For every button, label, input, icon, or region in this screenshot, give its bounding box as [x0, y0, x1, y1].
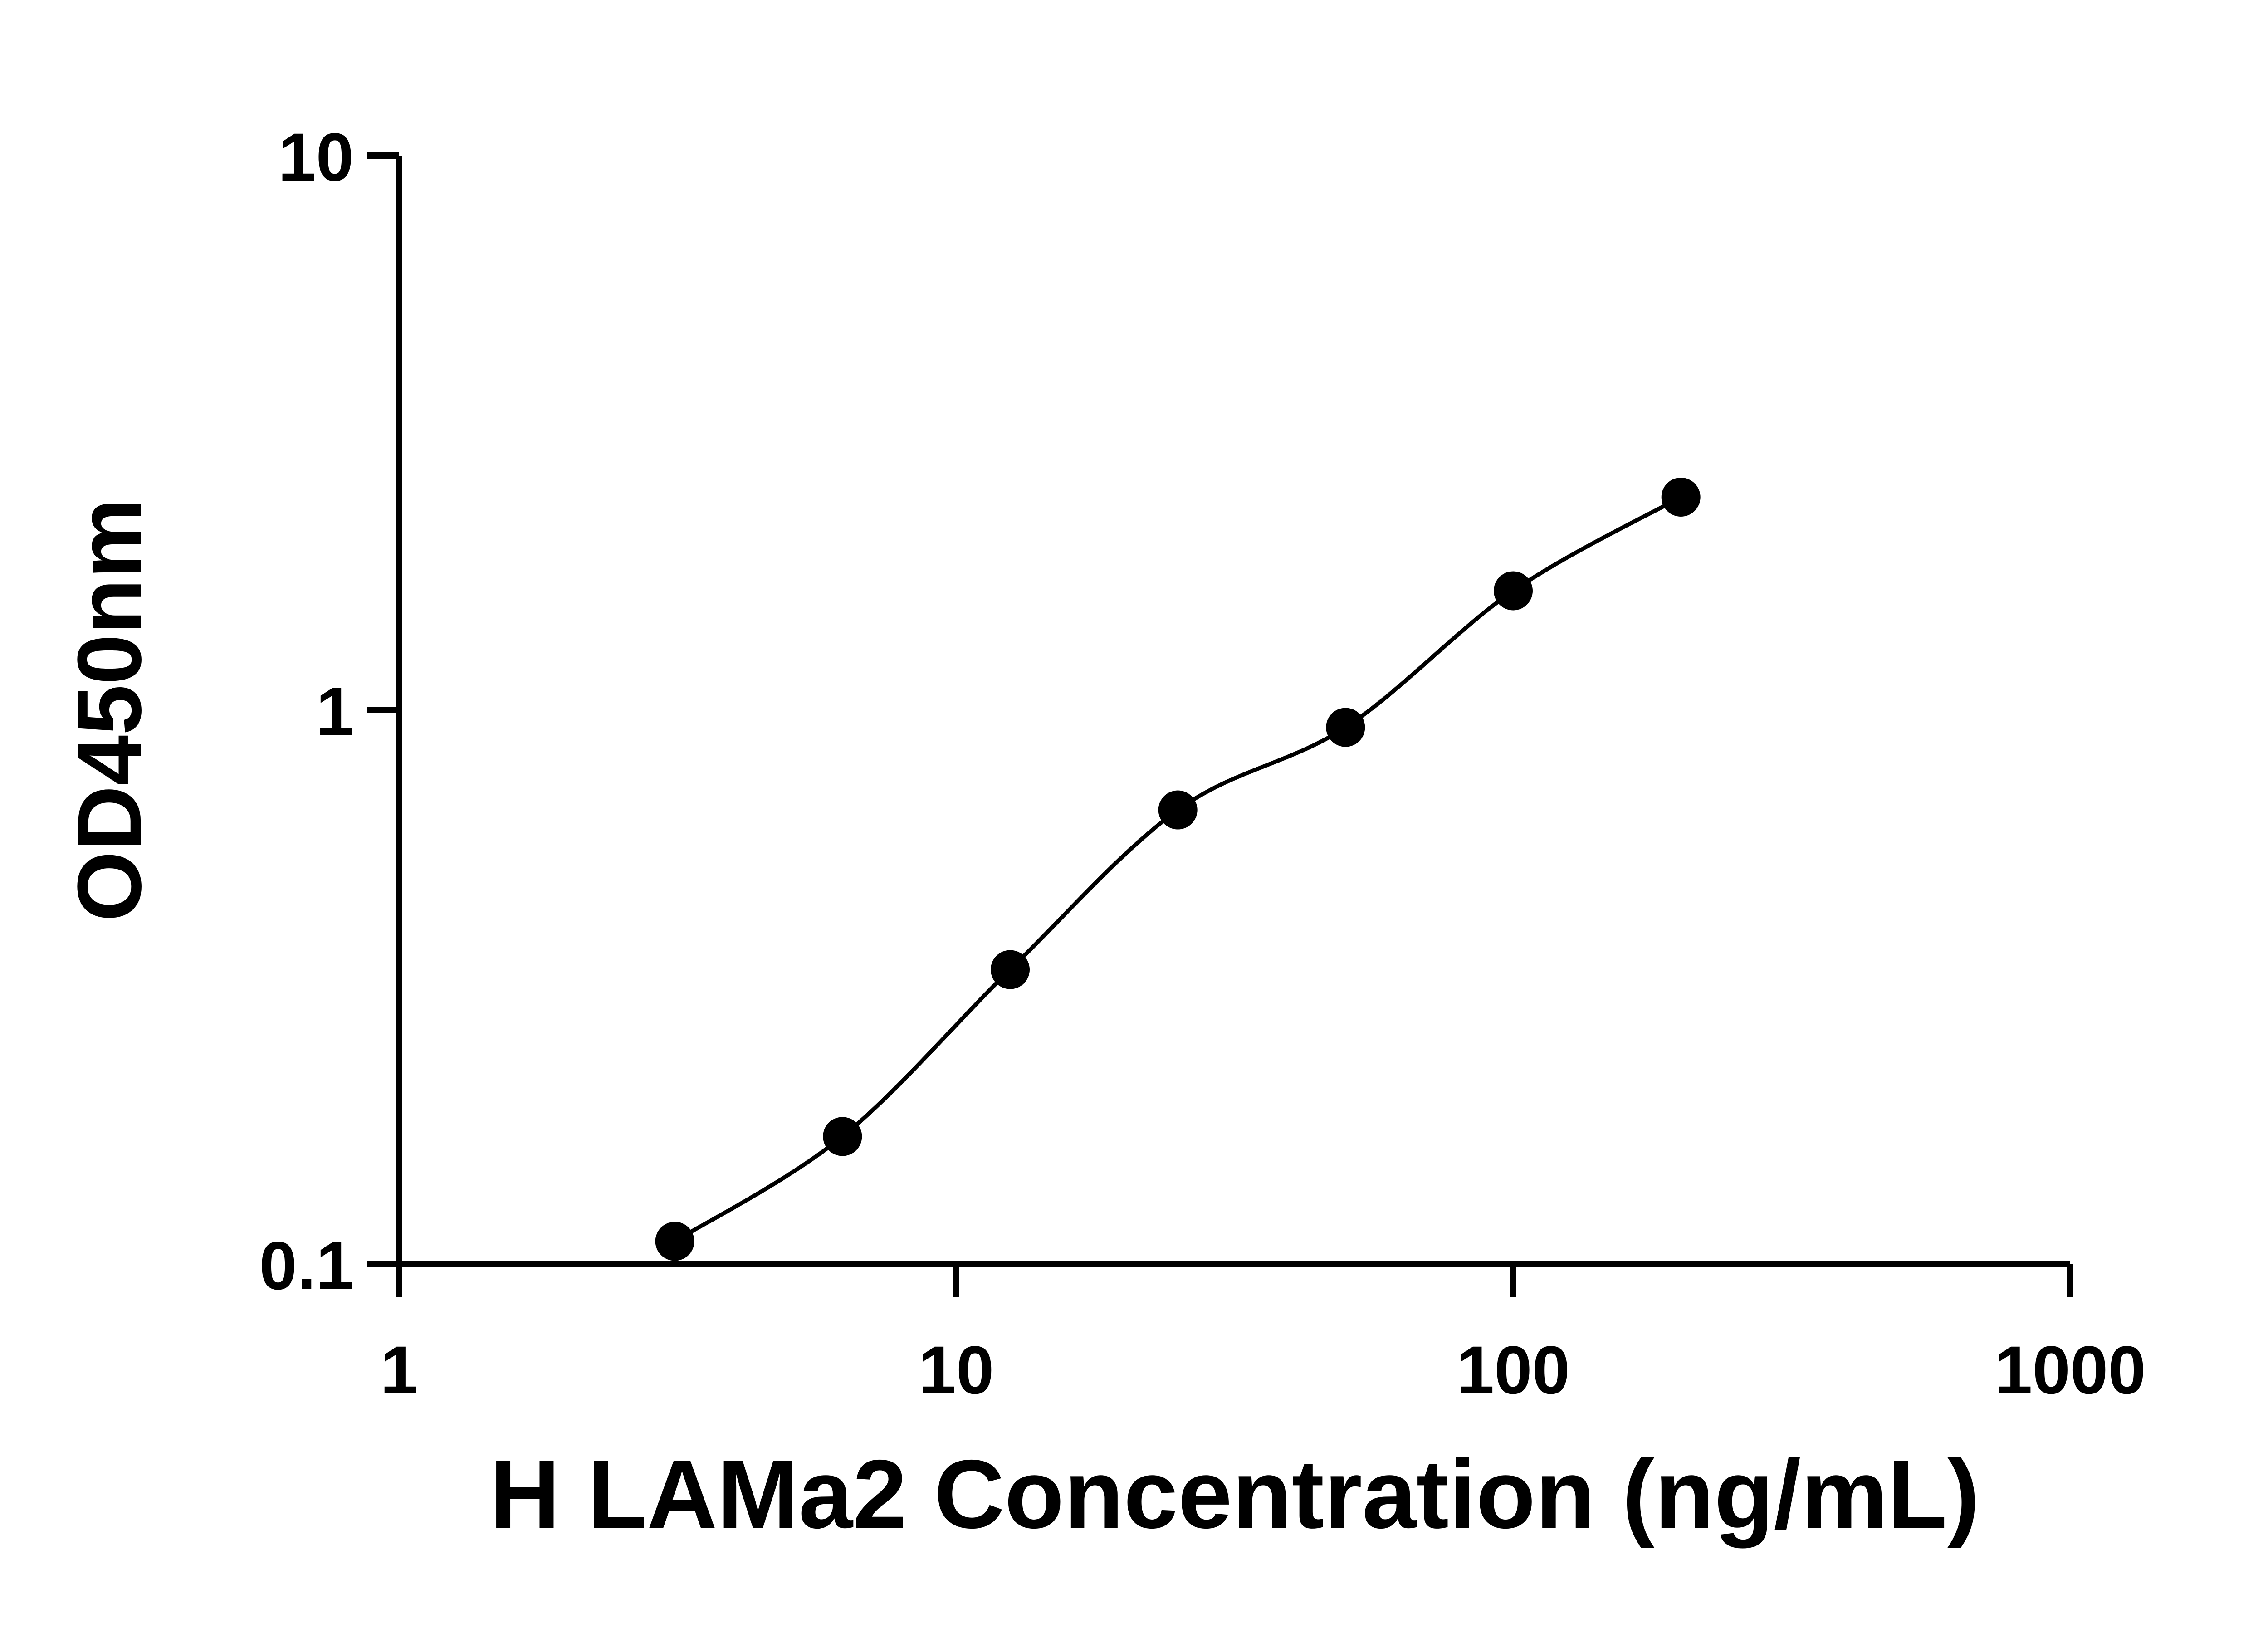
plot-content: [655, 477, 1701, 1261]
data-point: [655, 1222, 694, 1261]
x-tick-label: 1: [380, 1332, 418, 1408]
x-tick-label: 100: [1457, 1332, 1570, 1408]
y-axis-title: OD450nm: [59, 498, 160, 922]
data-point: [823, 1117, 862, 1156]
data-point: [991, 950, 1030, 989]
tick-marks: [367, 152, 2073, 1297]
data-point: [1494, 571, 1533, 611]
tick-labels: 1 10 100 1000 0.1 1 10: [259, 119, 2146, 1408]
data-point: [1326, 708, 1365, 747]
x-tick-label: 1000: [1994, 1332, 2146, 1408]
y-tick-label: 1: [316, 673, 354, 749]
data-point: [1661, 477, 1701, 517]
y-tick-label: 10: [278, 119, 354, 195]
axes: [396, 156, 2070, 1267]
x-tick-label: 10: [919, 1332, 994, 1408]
x-axis-title: H LAMa2 Concentration (ng/mL): [490, 1439, 1980, 1549]
y-tick-label: 0.1: [259, 1227, 354, 1304]
data-point: [1158, 790, 1198, 830]
